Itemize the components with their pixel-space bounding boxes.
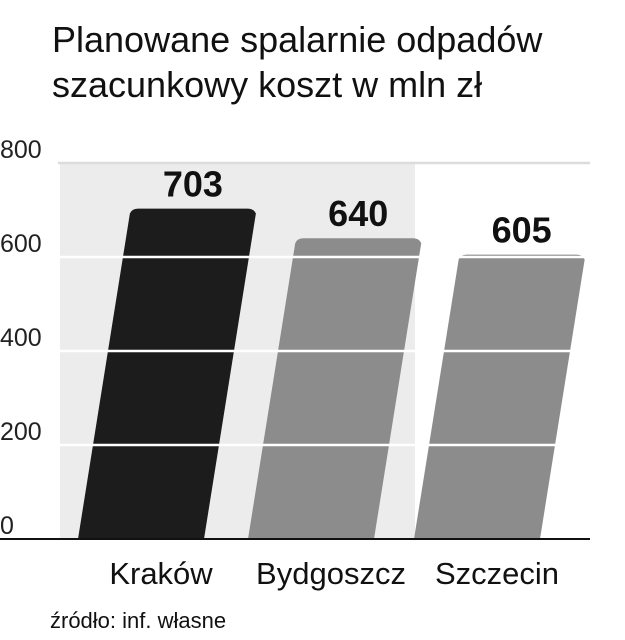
x-tick-label: Bydgoszcz (256, 556, 406, 591)
bar (414, 254, 585, 539)
value-label: 640 (328, 193, 388, 234)
x-tick-label: Kraków (109, 556, 213, 591)
x-tick-label: Szczecin (435, 556, 559, 591)
chart-title: Planowane spalarnie odpadów (52, 19, 543, 60)
y-tick-label: 800 (0, 136, 42, 164)
y-tick-label: 0 (0, 512, 14, 540)
value-label: 605 (492, 210, 552, 251)
bar (78, 208, 256, 539)
chart-subtitle: szacunkowy koszt w mln zł (52, 64, 482, 105)
y-tick-label: 400 (0, 324, 42, 352)
value-label: 703 (163, 164, 223, 205)
bar (248, 238, 422, 539)
y-tick-label: 600 (0, 230, 42, 258)
y-tick-label: 200 (0, 418, 42, 446)
source: źródło: inf. własne (50, 608, 226, 633)
